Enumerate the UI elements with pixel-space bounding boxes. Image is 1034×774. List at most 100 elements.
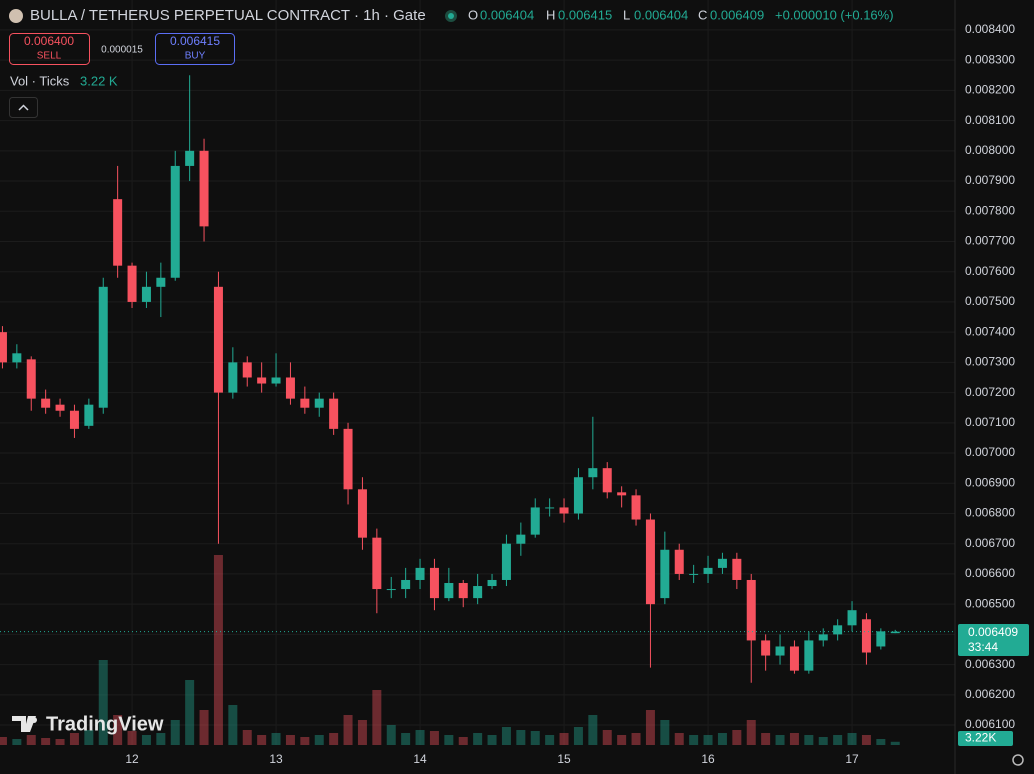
- volume-bar: [69, 733, 79, 745]
- candle-body: [473, 586, 483, 599]
- volume-value: 3.22 K: [80, 73, 118, 88]
- y-tick-label: 0.006800: [965, 506, 1015, 520]
- candle-body: [401, 579, 411, 590]
- volume-bar: [876, 739, 886, 745]
- candle-body: [213, 286, 223, 393]
- volume-bar: [401, 733, 411, 745]
- volume-bar: [300, 737, 310, 745]
- volume-bar: [0, 737, 7, 745]
- candle-body: [141, 286, 151, 302]
- candle-body: [789, 646, 799, 671]
- sell-box[interactable]: [9, 33, 90, 65]
- candle-body: [300, 398, 310, 408]
- candle-body: [804, 640, 814, 671]
- y-tick-label: 0.007600: [965, 264, 1015, 278]
- volume-label-box: [958, 731, 1013, 746]
- candle-body: [69, 410, 79, 429]
- ohlc-value: 0.006415: [558, 7, 612, 22]
- y-tick-label: 0.006200: [965, 687, 1015, 701]
- volume-bar: [127, 731, 137, 745]
- candle-body: [674, 549, 684, 574]
- candle-body: [98, 286, 108, 408]
- volume-bar: [458, 737, 468, 745]
- y-tick-label: 0.007300: [965, 355, 1015, 369]
- volume-bar: [271, 733, 281, 745]
- candle-body: [12, 353, 22, 363]
- x-tick-label: 17: [845, 752, 859, 766]
- volume-bar: [473, 733, 483, 745]
- y-tick-label: 0.007500: [965, 294, 1015, 308]
- candle-body: [703, 567, 713, 574]
- sell-label[interactable]: SELL: [37, 51, 62, 62]
- candle-body: [617, 492, 627, 496]
- y-tick-label: 0.007200: [965, 385, 1015, 399]
- buy-button[interactable]: 0.006415 BUY: [155, 33, 235, 65]
- volume-bar: [285, 735, 295, 745]
- volume-bar: [861, 735, 871, 745]
- volume-bar: [26, 735, 36, 745]
- volume-bar: [386, 725, 396, 745]
- y-tick-label: 0.006900: [965, 475, 1015, 489]
- candle-body: [285, 377, 295, 399]
- candle-body: [501, 543, 511, 580]
- candle-body: [458, 583, 468, 599]
- countdown: 33:44: [968, 640, 998, 654]
- sell-price[interactable]: 0.006400: [24, 34, 74, 48]
- buy-price[interactable]: 0.006415: [170, 34, 220, 48]
- collapse-icon[interactable]: [18, 104, 29, 111]
- candle-body: [833, 625, 843, 635]
- volume-bar: [573, 727, 583, 745]
- x-tick-label: 14: [413, 752, 427, 766]
- candle-body: [602, 468, 612, 493]
- volume-bar: [890, 741, 900, 745]
- volume-bar: [343, 715, 353, 745]
- buy-box[interactable]: [155, 33, 235, 65]
- volume-bar: [314, 735, 324, 745]
- volume-bar: [487, 735, 497, 745]
- volume-bar: [833, 735, 843, 745]
- volume-bar: [717, 733, 727, 745]
- ohlc-label: C: [698, 7, 707, 22]
- volume-bar: [789, 733, 799, 745]
- y-tick-label: 0.007000: [965, 445, 1015, 459]
- settings-icon[interactable]: [1012, 754, 1024, 766]
- x-tick-label: 16: [701, 752, 715, 766]
- symbol-icon: [9, 9, 23, 23]
- buy-label[interactable]: BUY: [185, 51, 206, 62]
- candle-body: [545, 507, 555, 509]
- volume-bar: [228, 705, 238, 745]
- collapse-box[interactable]: [9, 97, 38, 118]
- volume-bar: [41, 738, 51, 745]
- volume-bar: [588, 715, 598, 745]
- price-label: 0.006409: [968, 625, 1018, 639]
- candle-body: [113, 199, 123, 266]
- volume-bar: [55, 739, 65, 745]
- y-tick-label: 0.007900: [965, 173, 1015, 187]
- ohlc-value: 0.006404: [634, 7, 688, 22]
- chart-title: BULLA / TETHERUS PERPETUAL CONTRACT · 1h…: [30, 7, 426, 24]
- candle-body: [329, 398, 339, 429]
- volume-indicator: Vol · Ticks: [10, 73, 70, 88]
- candle-body: [487, 579, 497, 587]
- candle-body: [645, 519, 655, 605]
- logo-text: TradingView: [46, 713, 164, 735]
- y-tick-label: 0.007800: [965, 203, 1015, 217]
- status-dot-inner: [448, 13, 454, 19]
- candle-body: [271, 377, 281, 384]
- volume-bar: [775, 735, 785, 745]
- sell-button[interactable]: 0.006400 SELL: [9, 33, 90, 65]
- candle-body: [732, 558, 742, 580]
- candle-body: [415, 567, 425, 580]
- collapse-button[interactable]: [9, 97, 38, 118]
- volume-bar: [761, 733, 771, 745]
- volume-bar: [415, 730, 425, 745]
- volume-bar: [818, 737, 828, 745]
- y-tick-label: 0.006100: [965, 717, 1015, 731]
- volume-bar: [559, 733, 569, 745]
- candle-body: [314, 398, 324, 408]
- candle-body: [717, 558, 727, 568]
- candle-body: [573, 477, 583, 514]
- logo-dot: [31, 717, 37, 723]
